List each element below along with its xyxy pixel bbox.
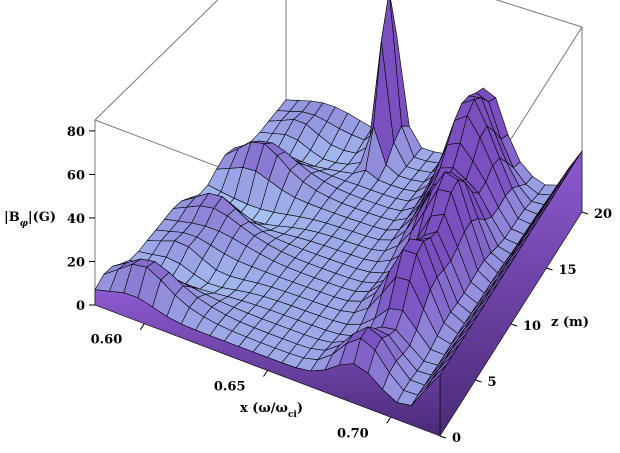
box-edge: [94, 0, 219, 121]
y-tick: [475, 379, 482, 383]
y-tick-label: 10: [523, 319, 541, 334]
y-tick-label: 15: [559, 263, 577, 278]
box-edge: [495, 0, 583, 28]
bounding-box-front: [94, 150, 583, 438]
x-axis-title: x (ω/ωci): [240, 401, 303, 420]
x-tick: [139, 323, 145, 330]
surface-mesh: [94, 0, 583, 406]
surface-wall-front: [94, 289, 441, 437]
x-axis-ticks: 0.60 0.65 0.70: [91, 323, 392, 441]
z-tick-label: 0: [76, 299, 85, 314]
y-tick-label: 5: [488, 375, 497, 390]
z-tick-label: 60: [67, 168, 85, 183]
z-tick-label: 40: [67, 212, 85, 227]
surface-wall-right: [439, 150, 583, 438]
y-axis-title: z (m): [551, 315, 589, 330]
x-tick-label: 0.60: [91, 333, 123, 348]
z-axis-title: |Bφ|(G): [4, 210, 56, 229]
y-tick-label: 0: [452, 431, 461, 446]
x-tick: [263, 370, 268, 377]
b-axis-ticks: 0 20 40 60 80: [67, 125, 95, 314]
x-tick: [386, 417, 392, 424]
y-tick-label: 20: [594, 207, 612, 222]
y-tick: [439, 435, 447, 439]
z-tick-label: 80: [67, 125, 85, 140]
x-tick-label: 0.70: [337, 426, 369, 441]
y-tick: [581, 211, 589, 215]
y-tick: [510, 323, 518, 327]
z-axis-ticks: 0 5 10 15 20: [439, 207, 612, 446]
z-tick-label: 20: [67, 255, 85, 270]
x-tick-label: 0.65: [214, 380, 246, 395]
y-tick: [546, 267, 553, 271]
